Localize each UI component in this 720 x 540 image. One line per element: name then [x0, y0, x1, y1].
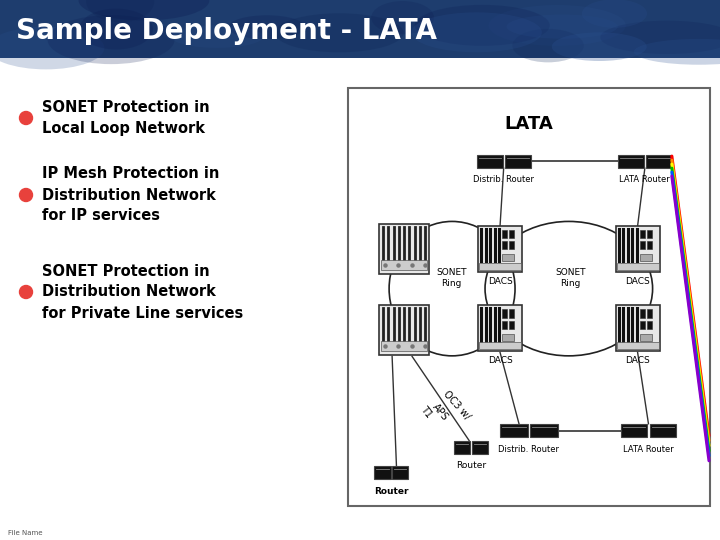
- Ellipse shape: [171, 25, 264, 48]
- Bar: [472, 441, 488, 454]
- Bar: [502, 230, 508, 238]
- Bar: [502, 309, 508, 318]
- Bar: [348, 88, 710, 506]
- Ellipse shape: [552, 32, 647, 61]
- Bar: [639, 230, 645, 238]
- Bar: [478, 305, 522, 352]
- Text: T1: T1: [418, 404, 433, 420]
- Text: SONET Protection in
Distribution Network
for Private Line services: SONET Protection in Distribution Network…: [42, 264, 243, 321]
- Ellipse shape: [228, 15, 305, 39]
- Text: Router: Router: [456, 462, 486, 470]
- Text: DACS: DACS: [487, 277, 513, 286]
- Ellipse shape: [372, 1, 434, 34]
- Text: Router: Router: [374, 487, 409, 496]
- Bar: [509, 309, 515, 318]
- Bar: [639, 241, 645, 249]
- Ellipse shape: [634, 39, 720, 65]
- Ellipse shape: [411, 12, 542, 52]
- Bar: [639, 334, 652, 341]
- Bar: [509, 241, 515, 249]
- Text: SONET Protection in
Local Loop Network: SONET Protection in Local Loop Network: [42, 100, 210, 136]
- Bar: [616, 226, 660, 272]
- Ellipse shape: [489, 5, 626, 46]
- Ellipse shape: [582, 0, 647, 28]
- Ellipse shape: [275, 14, 404, 52]
- Text: Distrib. Router: Distrib. Router: [498, 445, 559, 454]
- Text: Sample Deployment - LATA: Sample Deployment - LATA: [16, 17, 437, 45]
- Bar: [505, 154, 531, 167]
- Bar: [616, 342, 659, 349]
- Bar: [639, 321, 645, 329]
- Text: IP Mesh Protection in
Distribution Network
for IP services: IP Mesh Protection in Distribution Netwo…: [42, 166, 220, 224]
- Bar: [647, 309, 652, 318]
- Ellipse shape: [512, 29, 584, 62]
- Bar: [509, 321, 515, 329]
- Bar: [616, 263, 659, 270]
- Bar: [502, 321, 508, 329]
- Ellipse shape: [48, 15, 175, 64]
- Ellipse shape: [507, 15, 618, 39]
- Bar: [381, 341, 427, 352]
- Bar: [616, 305, 660, 352]
- Bar: [502, 254, 515, 261]
- Bar: [381, 260, 427, 270]
- Text: DACS: DACS: [625, 277, 650, 286]
- Ellipse shape: [78, 0, 210, 21]
- Text: LATA Router: LATA Router: [623, 445, 674, 454]
- Text: SONET
Ring: SONET Ring: [436, 268, 467, 288]
- Bar: [639, 309, 645, 318]
- Bar: [639, 254, 652, 261]
- Text: Distrib. Router: Distrib. Router: [473, 175, 534, 184]
- Bar: [0, 58, 720, 540]
- Bar: [478, 226, 522, 272]
- Bar: [647, 241, 652, 249]
- Ellipse shape: [86, 0, 154, 22]
- Text: OC3 w/: OC3 w/: [441, 389, 472, 422]
- Text: APS: APS: [431, 402, 450, 422]
- Bar: [379, 224, 429, 274]
- Text: LATA Router: LATA Router: [619, 175, 670, 184]
- Bar: [0, 0, 720, 58]
- Bar: [374, 466, 391, 479]
- Bar: [646, 154, 672, 167]
- Bar: [477, 154, 503, 167]
- Bar: [479, 263, 521, 270]
- Bar: [530, 424, 558, 437]
- Bar: [618, 154, 644, 167]
- Circle shape: [19, 188, 32, 201]
- Ellipse shape: [79, 9, 153, 50]
- Bar: [379, 306, 429, 355]
- Bar: [479, 342, 521, 349]
- Bar: [647, 321, 652, 329]
- Bar: [649, 424, 676, 437]
- Text: DACS: DACS: [625, 356, 650, 366]
- Text: SONET
Ring: SONET Ring: [555, 268, 586, 288]
- Bar: [621, 424, 647, 437]
- Bar: [502, 241, 508, 249]
- Bar: [647, 230, 652, 238]
- Ellipse shape: [0, 26, 104, 69]
- Bar: [500, 424, 528, 437]
- Bar: [392, 466, 408, 479]
- Text: DACS: DACS: [487, 356, 513, 366]
- Bar: [502, 334, 515, 341]
- Circle shape: [19, 111, 32, 125]
- Text: File Name: File Name: [8, 530, 42, 536]
- Circle shape: [19, 286, 32, 299]
- Text: LATA: LATA: [505, 114, 554, 132]
- Bar: [509, 230, 515, 238]
- Ellipse shape: [600, 21, 720, 54]
- Ellipse shape: [415, 5, 550, 46]
- Bar: [454, 441, 470, 454]
